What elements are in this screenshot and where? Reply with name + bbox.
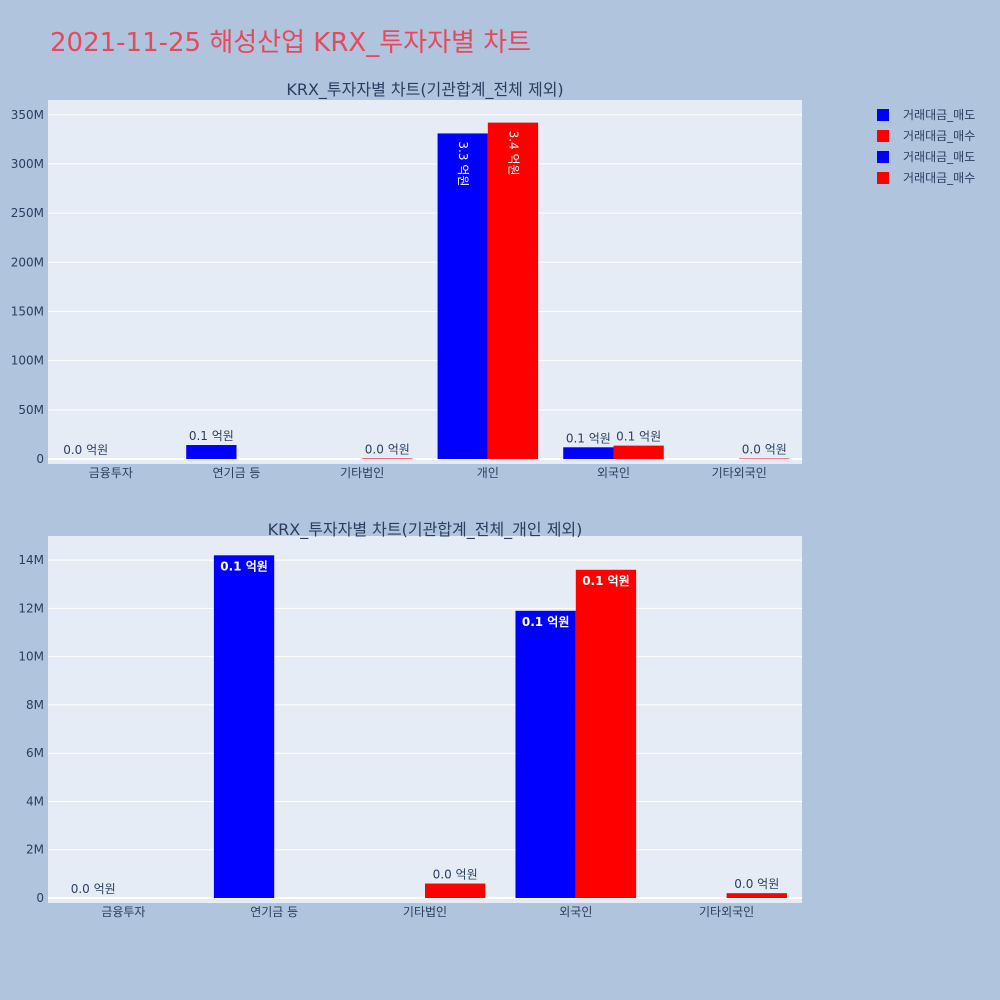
x-tick-label: 기타법인: [403, 905, 447, 919]
legend-swatch: [877, 151, 889, 163]
y-tick-label: 250M: [11, 206, 44, 220]
bar: [563, 447, 614, 459]
x-tick-label: 기타법인: [340, 466, 384, 480]
y-tick-label: 150M: [11, 304, 44, 318]
legend-label: 거래대금_매수: [903, 129, 975, 143]
legend-swatch: [877, 172, 889, 184]
bar: [726, 893, 787, 898]
bar: [613, 445, 664, 459]
bar: [186, 445, 237, 459]
x-tick-label: 외국인: [559, 905, 592, 919]
data-label: 3.4 억원: [506, 131, 520, 176]
legend-label: 거래대금_매도: [903, 150, 975, 164]
bar: [487, 122, 539, 459]
y-tick-label: 100M: [11, 354, 44, 368]
y-tick-label: 10M: [18, 650, 44, 664]
bar: [739, 458, 790, 459]
y-tick-label: 200M: [11, 255, 44, 269]
bar: [425, 883, 486, 898]
plot-area-1: [48, 100, 802, 464]
data-label: 0.1 억원: [616, 430, 661, 444]
bar: [575, 569, 637, 898]
data-label: 0.0 억원: [742, 443, 787, 457]
x-tick-label: 기타외국인: [712, 466, 767, 480]
y-tick-label: 8M: [26, 698, 44, 712]
plot-area-2: [48, 536, 802, 903]
y-tick-label: 6M: [26, 746, 44, 760]
x-tick-label: 연기금 등: [250, 905, 298, 919]
x-tick-label: 개인: [477, 466, 499, 480]
legend-label: 거래대금_매도: [903, 108, 975, 122]
y-tick-label: 50M: [18, 403, 44, 417]
y-tick-label: 2M: [26, 843, 44, 857]
data-label: 0.1 억원: [220, 559, 268, 573]
legend-label: 거래대금_매수: [903, 171, 975, 185]
data-label: 0.1 억원: [566, 431, 611, 445]
bar: [515, 610, 576, 898]
legend-swatch: [877, 109, 889, 121]
y-tick-label: 12M: [18, 601, 44, 615]
data-label: 0.0 억원: [734, 877, 779, 891]
bar: [437, 133, 488, 459]
x-tick-label: 금융투자: [101, 905, 145, 919]
chart-title-2: KRX_투자자별 차트(기관합계_전체_개인 제외): [268, 520, 583, 540]
y-tick-label: 0: [36, 452, 44, 466]
data-label: 0.0 억원: [71, 882, 116, 896]
legend-swatch: [877, 130, 889, 142]
data-label: 3.3 억원: [456, 141, 470, 186]
x-tick-label: 금융투자: [89, 466, 133, 480]
chart-title-1: KRX_투자자별 차트(기관합계_전체 제외): [286, 80, 563, 100]
data-label: 0.1 억원: [582, 574, 630, 588]
page-title: 2021-11-25 해성산업 KRX_투자자별 차트: [50, 28, 532, 58]
data-label: 0.1 억원: [522, 615, 570, 629]
y-tick-label: 350M: [11, 108, 44, 122]
data-label: 0.0 억원: [365, 442, 410, 456]
y-tick-label: 4M: [26, 794, 44, 808]
bar: [213, 555, 275, 898]
bar: [362, 458, 413, 459]
y-tick-label: 0: [36, 891, 44, 905]
data-label: 0.0 억원: [63, 443, 108, 457]
x-tick-label: 외국인: [597, 466, 630, 480]
data-label: 0.0 억원: [433, 868, 478, 882]
y-tick-label: 300M: [11, 157, 44, 171]
x-tick-label: 기타외국인: [699, 905, 754, 919]
x-tick-label: 연기금 등: [213, 466, 261, 480]
data-label: 0.1 억원: [189, 429, 234, 443]
y-tick-label: 14M: [18, 553, 44, 567]
